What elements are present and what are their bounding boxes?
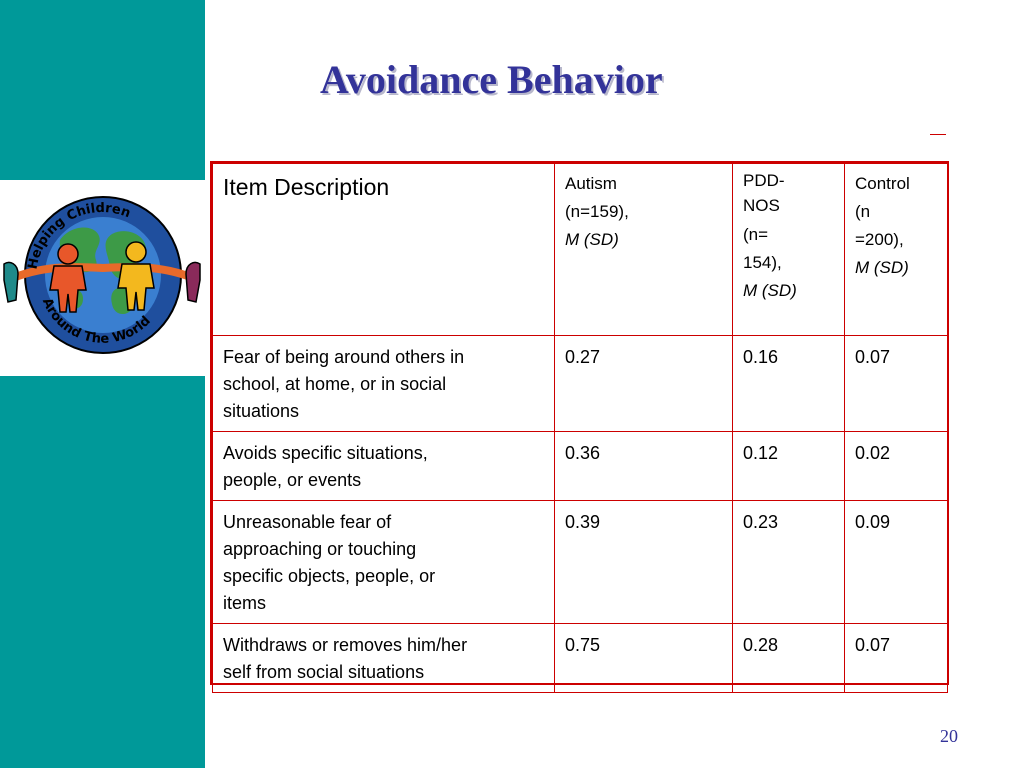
table-row: Avoids specific situations, people, or e… — [212, 431, 948, 501]
cell-pddnos: 0.16 — [732, 335, 845, 432]
cell-autism: 0.75 — [554, 623, 733, 693]
decorative-dash — [930, 134, 946, 135]
item-line: Avoids specific situations, — [223, 443, 428, 463]
cell-control: 0.07 — [844, 335, 948, 432]
cell-control: 0.02 — [844, 431, 948, 501]
item-line: people, or events — [223, 470, 362, 490]
item-line: Unreasonable fear of — [223, 512, 392, 532]
cell-autism: 0.39 — [554, 500, 733, 624]
cell-autism: 0.27 — [554, 335, 733, 432]
globe-logo-icon: Helping Children Around The World — [3, 196, 201, 354]
row-item-description: Unreasonable fear of approaching or touc… — [212, 500, 555, 624]
header-pddnos-line: 154), — [743, 253, 782, 272]
header-autism-line: (n=159), — [565, 202, 629, 221]
header-control-line: =200), — [855, 230, 904, 249]
data-table: Item Description Autism (n=159), M (SD) … — [210, 161, 949, 693]
item-line: items — [223, 593, 267, 613]
sidebar-bottom-band — [0, 376, 205, 768]
cell-autism: 0.36 — [554, 431, 733, 501]
header-control-line: (n — [855, 202, 871, 221]
table-header-row: Item Description Autism (n=159), M (SD) … — [212, 163, 948, 336]
header-autism-line: M (SD) — [565, 230, 619, 249]
header-pddnos-line: PDD- — [743, 171, 785, 190]
row-item-description: Avoids specific situations, people, or e… — [212, 431, 555, 501]
header-pddnos-line: (n= — [743, 225, 769, 244]
row-item-description: Withdraws or removes him/her self from s… — [212, 623, 555, 693]
table-row: Withdraws or removes him/her self from s… — [212, 623, 948, 693]
header-pddnos: PDD- NOS (n= 154), M (SD) — [732, 163, 845, 336]
page-number: 20 — [940, 726, 958, 746]
item-line: self from social situations — [223, 662, 425, 682]
item-line: Fear of being around others in — [223, 347, 465, 367]
cell-control: 0.07 — [844, 623, 948, 693]
table-row: Fear of being around others in school, a… — [212, 335, 948, 432]
header-autism: Autism (n=159), M (SD) — [554, 163, 733, 336]
slide-title: Avoidance Behavior — [320, 57, 663, 102]
cell-pddnos: 0.28 — [732, 623, 845, 693]
helping-children-logo: Helping Children Around The World — [0, 180, 205, 376]
header-control: Control (n =200), M (SD) — [844, 163, 948, 336]
avoidance-table: Item Description Autism (n=159), M (SD) … — [212, 163, 948, 693]
item-line: situations — [223, 401, 300, 421]
header-item-description: Item Description — [212, 163, 555, 336]
header-control-line: Control — [855, 174, 910, 193]
item-line: approaching or touching — [223, 539, 417, 559]
cell-control: 0.09 — [844, 500, 948, 624]
header-autism-line: Autism — [565, 174, 617, 193]
item-line: Withdraws or removes him/her — [223, 635, 468, 655]
header-pddnos-line: NOS — [743, 196, 780, 215]
item-line: specific objects, people, or — [223, 566, 436, 586]
cell-pddnos: 0.12 — [732, 431, 845, 501]
sidebar-top-band — [0, 0, 205, 180]
header-pddnos-line: M (SD) — [743, 281, 797, 300]
header-control-line: M (SD) — [855, 258, 909, 277]
item-line: school, at home, or in social — [223, 374, 447, 394]
row-item-description: Fear of being around others in school, a… — [212, 335, 555, 432]
cell-pddnos: 0.23 — [732, 500, 845, 624]
table-row: Unreasonable fear of approaching or touc… — [212, 500, 948, 624]
